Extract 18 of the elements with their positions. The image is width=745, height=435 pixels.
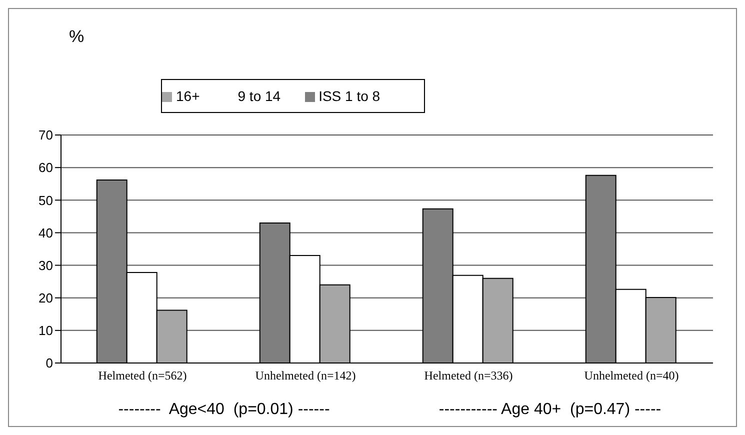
y-tick-label: 10 xyxy=(38,323,53,338)
x-tick-label: Helmeted (n=336) xyxy=(424,368,513,383)
x-tick-label: Unhelmeted (n=40) xyxy=(584,368,679,383)
y-tick-label: 40 xyxy=(38,225,53,240)
legend-label: 16+ xyxy=(176,88,200,104)
y-tick-label: 20 xyxy=(38,290,53,306)
text: ----------- Age 40+ (p=0.47) ----- xyxy=(438,401,662,419)
x-tick-label: Helmeted (n=562) xyxy=(98,368,187,383)
y-tick-label: 0 xyxy=(46,356,53,371)
y-tick-label: 70 xyxy=(38,128,53,143)
text: -------- Age<40 (p=0.01) ------ xyxy=(117,401,331,419)
y-axis-title: % xyxy=(69,27,84,47)
x-tick-label: Unhelmeted (n=142) xyxy=(255,368,356,383)
text: 9 to 14 xyxy=(238,88,281,104)
legend-label: ISS 1 to 8 xyxy=(318,88,380,104)
y-tick-label: 30 xyxy=(38,258,53,273)
y-tick-label: 60 xyxy=(38,160,53,176)
y-tick-label: 50 xyxy=(38,192,53,208)
